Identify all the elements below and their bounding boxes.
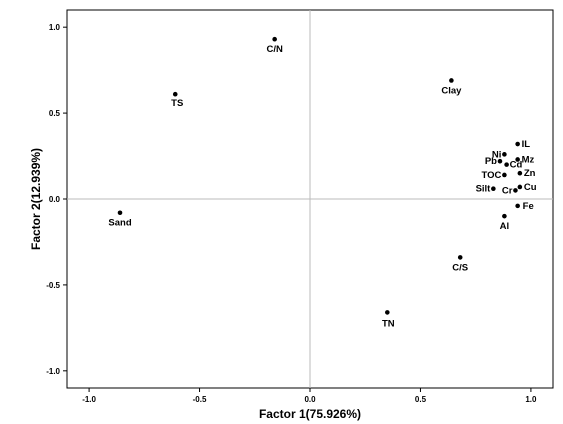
- point-ts: [172, 91, 178, 97]
- y-tick-label: -1.0: [46, 367, 60, 376]
- point-ni: [502, 152, 507, 157]
- y-tick-label: -0.5: [46, 281, 60, 290]
- point-label-zn: Zn: [524, 168, 536, 179]
- y-tick-label: 0.0: [49, 195, 61, 204]
- point-sand: [117, 210, 123, 216]
- point-label-c-n: C/N: [266, 44, 283, 55]
- point-label-il: IL: [522, 139, 531, 150]
- x-axis-ticks: -1.0 -0.5 0.0 0.5 1.0: [82, 388, 537, 404]
- point-pb: [497, 158, 503, 164]
- point-label-pb: Pb: [485, 156, 497, 167]
- point-label-al: Al: [500, 221, 510, 232]
- y-axis-ticks: 1.0 0.5 0.0 -0.5 -1.0: [46, 23, 67, 376]
- y-tick-label: 0.5: [49, 109, 61, 118]
- x-tick-label: 1.0: [525, 395, 537, 404]
- point-clay: [449, 78, 454, 83]
- y-tick-label: 1.0: [49, 23, 61, 32]
- point-label-ni: Ni: [492, 149, 502, 160]
- point-label-cu: Cu: [524, 182, 537, 193]
- point-label-ts: TS: [171, 98, 183, 109]
- point-label-mz: Mz: [522, 154, 535, 165]
- point-silt: [491, 186, 496, 191]
- point-label-fe: Fe: [523, 201, 534, 212]
- point-c-n: [272, 36, 277, 42]
- y-axis-title: Factor 2(12.939%): [29, 148, 43, 250]
- point-label-cr: Cr: [502, 185, 513, 196]
- point-mz: [515, 157, 520, 162]
- point-cd: [504, 162, 509, 167]
- point-toc: [502, 172, 507, 178]
- point-zn: [517, 170, 523, 176]
- data-points: C/N TS Sand Clay IL Ni Mz Pb Cd TOC Zn Silt Cr Cu Fe Al…: [108, 36, 537, 329]
- x-tick-label: -1.0: [82, 395, 96, 404]
- point-fe: [515, 203, 520, 209]
- point-cu: [517, 184, 523, 190]
- point-label-toc: TOC: [482, 170, 502, 181]
- point-c-s: [457, 255, 463, 260]
- point-tn: [385, 310, 390, 315]
- point-label-silt: Silt: [476, 184, 492, 195]
- point-il: [515, 141, 520, 147]
- point-label-cd: Cd: [510, 160, 523, 171]
- point-label-clay: Clay: [441, 85, 462, 96]
- point-label-tn: TN: [382, 318, 395, 329]
- x-tick-label: -0.5: [193, 395, 207, 404]
- point-al: [502, 213, 507, 219]
- x-tick-label: 0.0: [304, 395, 316, 404]
- point-label-c-s: C/S: [452, 262, 468, 273]
- x-tick-label: 0.5: [415, 395, 427, 404]
- point-label-sand: Sand: [108, 218, 131, 229]
- x-axis-title: Factor 1(75.926%): [259, 407, 361, 421]
- point-cr: [513, 188, 518, 193]
